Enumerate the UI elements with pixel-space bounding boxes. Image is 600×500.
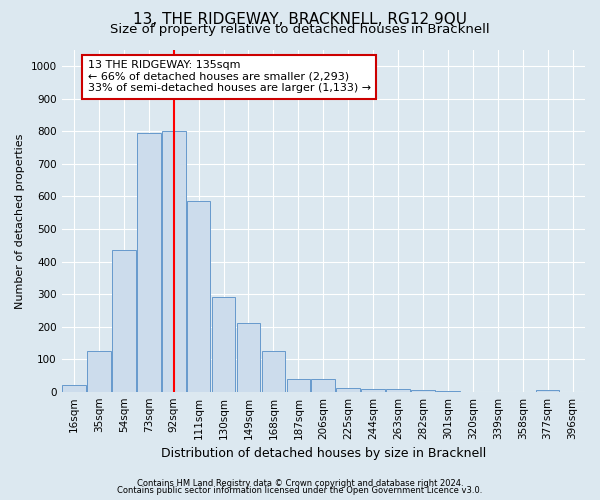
- Bar: [536, 390, 559, 392]
- X-axis label: Distribution of detached houses by size in Bracknell: Distribution of detached houses by size …: [161, 447, 486, 460]
- Bar: [361, 389, 385, 392]
- Bar: [262, 351, 285, 392]
- Bar: [212, 298, 235, 392]
- Y-axis label: Number of detached properties: Number of detached properties: [15, 133, 25, 308]
- Bar: [411, 390, 435, 392]
- Bar: [62, 385, 86, 392]
- Bar: [337, 388, 360, 392]
- Text: Contains public sector information licensed under the Open Government Licence v3: Contains public sector information licen…: [118, 486, 482, 495]
- Bar: [236, 324, 260, 392]
- Text: 13, THE RIDGEWAY, BRACKNELL, RG12 9QU: 13, THE RIDGEWAY, BRACKNELL, RG12 9QU: [133, 12, 467, 28]
- Bar: [287, 378, 310, 392]
- Text: Contains HM Land Registry data © Crown copyright and database right 2024.: Contains HM Land Registry data © Crown c…: [137, 478, 463, 488]
- Text: 13 THE RIDGEWAY: 135sqm
← 66% of detached houses are smaller (2,293)
33% of semi: 13 THE RIDGEWAY: 135sqm ← 66% of detache…: [88, 60, 371, 94]
- Text: Size of property relative to detached houses in Bracknell: Size of property relative to detached ho…: [110, 22, 490, 36]
- Bar: [436, 391, 460, 392]
- Bar: [137, 133, 161, 392]
- Bar: [162, 132, 185, 392]
- Bar: [87, 351, 111, 392]
- Bar: [386, 389, 410, 392]
- Bar: [187, 202, 211, 392]
- Bar: [311, 378, 335, 392]
- Bar: [112, 250, 136, 392]
